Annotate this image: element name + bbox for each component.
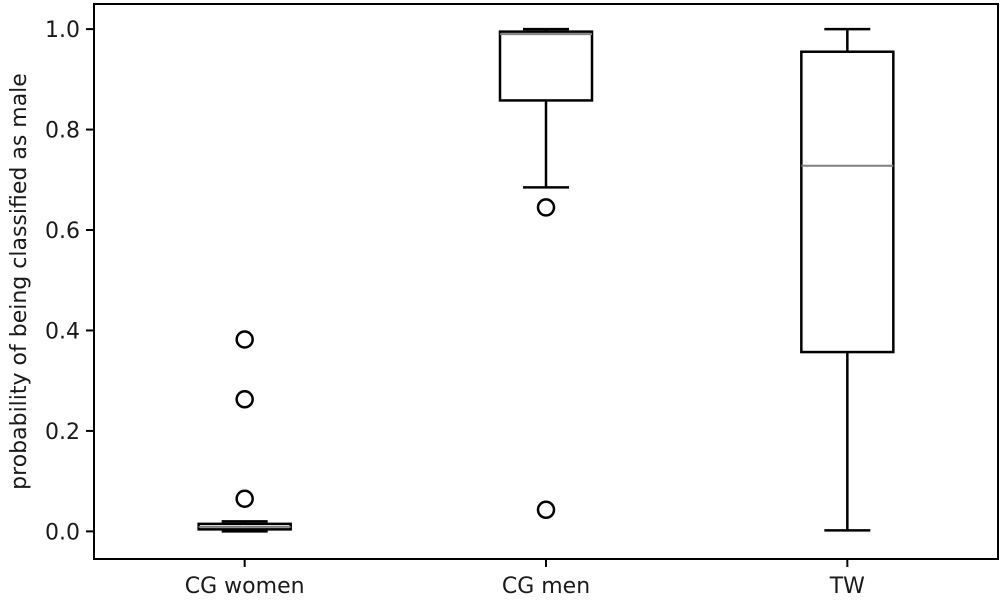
outlier-point bbox=[235, 489, 254, 508]
x-tick-label: CG men bbox=[502, 574, 590, 599]
y-tick-label: 0.2 bbox=[45, 420, 80, 445]
y-tick-label: 0.0 bbox=[45, 520, 80, 545]
x-tick-label: TW bbox=[829, 574, 865, 599]
box-cg-men bbox=[498, 27, 594, 520]
box-cg-women bbox=[197, 330, 292, 533]
boxes-layer bbox=[197, 27, 895, 533]
outlier-point bbox=[536, 500, 556, 520]
x-tick-label: CG women bbox=[185, 574, 305, 599]
outlier-point bbox=[235, 390, 254, 409]
y-tick-label: 0.6 bbox=[45, 219, 80, 244]
box-tw bbox=[800, 27, 895, 532]
y-tick-label: 0.8 bbox=[45, 119, 80, 144]
iqr-box bbox=[498, 30, 594, 102]
y-tick-label: 1.0 bbox=[45, 18, 80, 43]
y-tick-label: 0.4 bbox=[45, 319, 80, 344]
y-axis: 0.0 0.2 0.4 0.6 0.8 1.0 bbox=[45, 18, 94, 545]
iqr-box bbox=[800, 50, 895, 354]
outlier-point bbox=[235, 330, 254, 349]
outlier-point bbox=[536, 198, 556, 217]
y-axis-label: probability of being classified as male bbox=[7, 73, 32, 490]
x-axis: CG women CG men TW bbox=[185, 559, 865, 599]
